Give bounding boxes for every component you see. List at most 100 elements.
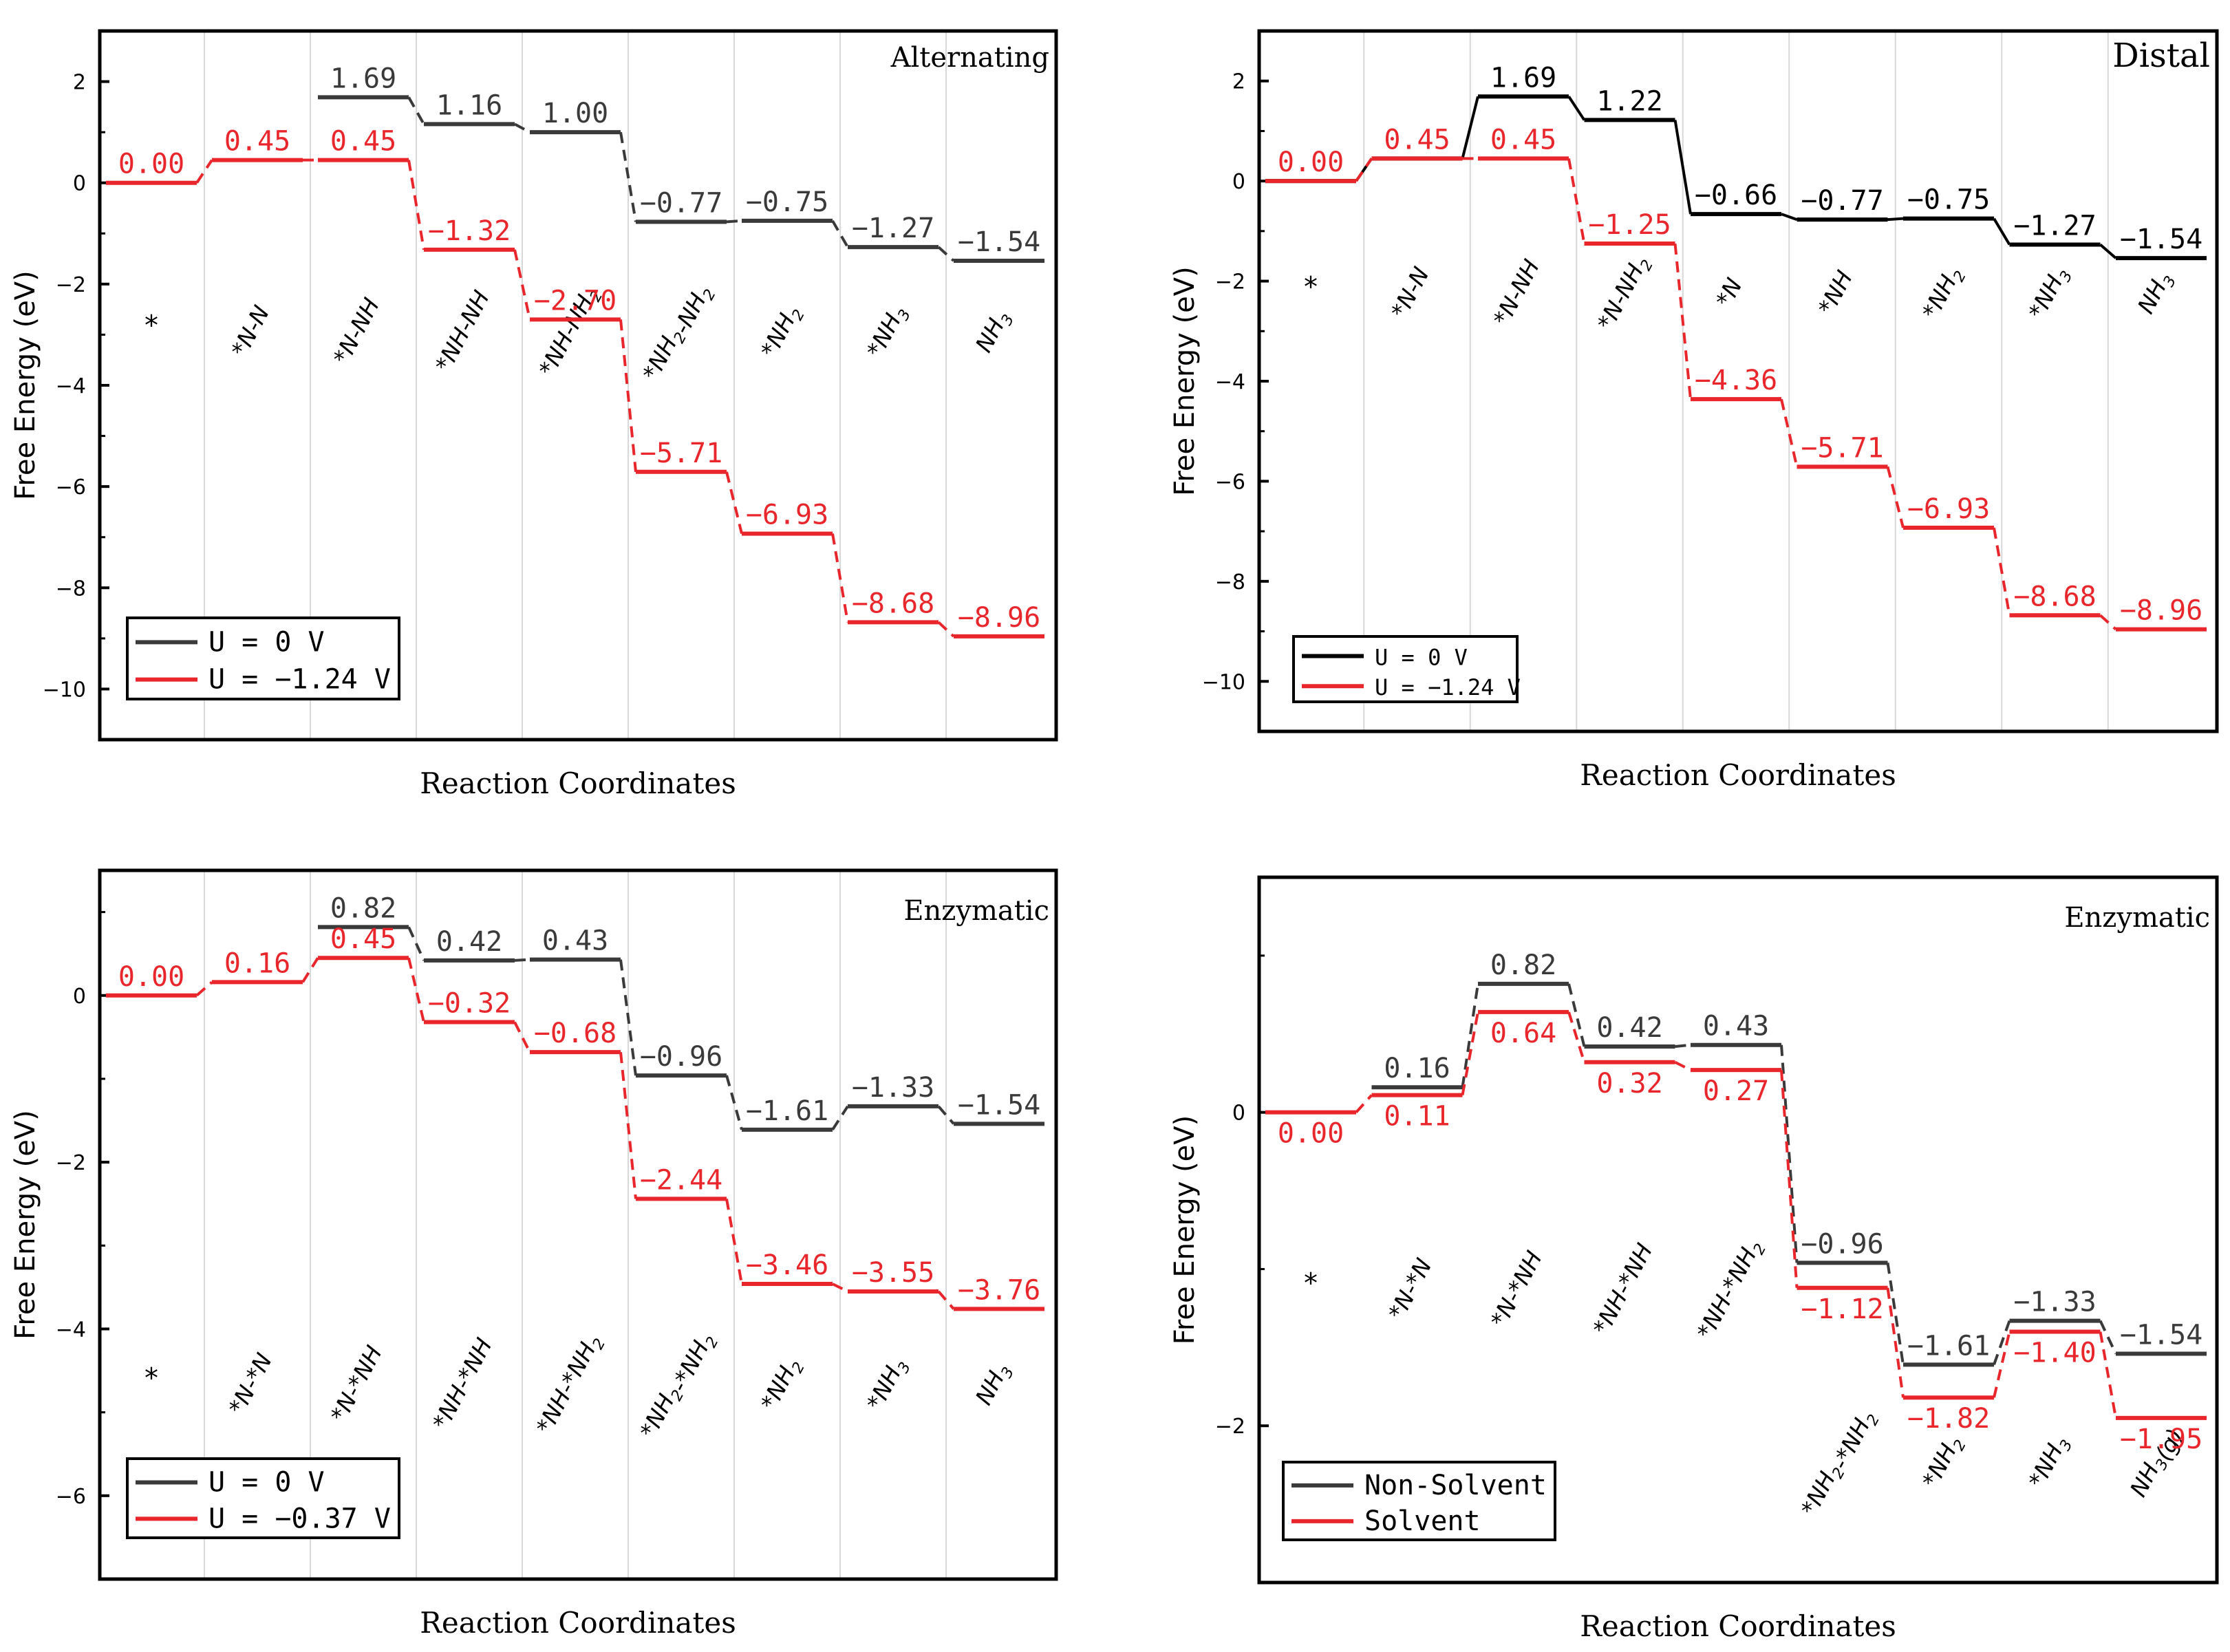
value-label: −0.66 [1695,180,1777,211]
panel-title: Enzymatic [2064,902,2210,934]
series-connector [1675,1043,1691,1048]
series-connector [1886,466,1905,528]
series-connector [1780,398,1799,467]
category-label-: * [1304,1268,1318,1300]
series-connector [1673,243,1692,400]
series-connector [2099,1331,2117,1419]
category-label-n-nh: *N-*NH [325,1341,387,1426]
category-label-nh-nh2: *NH-*NH2 [1692,1234,1770,1345]
x-axis-title: Reaction Coordinates [1580,758,1896,792]
series-connector [2099,243,2117,259]
series-connector [407,957,425,1023]
value-label: −5.71 [1801,432,1883,464]
y-tick-label: 2 [73,71,86,95]
value-label: 1.00 [542,98,608,129]
series-connector [725,471,743,535]
value-label: 0.00 [1278,147,1344,178]
series-connector [514,958,530,962]
series-connector [937,621,955,638]
series-connector [937,1105,955,1125]
series-connector [1886,1287,1905,1398]
category-label-n-nh: *N-NH [1488,255,1545,330]
category-label-: * [144,1362,158,1394]
series-connector [1567,1011,1586,1063]
value-label: −6.93 [1907,493,1990,525]
series-connector [195,159,213,184]
series-connector [513,1021,531,1053]
legend-label: U = −0.37 V [208,1503,391,1534]
series-connector [2099,614,2117,631]
category-label-n-n: *N-*N [223,1349,277,1419]
legend-box [126,616,400,700]
series-connector [407,96,425,125]
category-label-n: *N [1711,274,1748,312]
series-connector [1780,1044,1799,1263]
series-connector [1993,527,2011,616]
value-label: −0.77 [1801,185,1883,217]
y-tick-label: −2 [1215,270,1245,294]
value-label: −8.68 [2013,581,2096,612]
y-axis-title: Free Energy (eV) [1169,266,1201,496]
value-label: −0.96 [640,1041,722,1073]
distal-panel: 2 0 −2 −4 −6 −8 −10 Reaction Coordinates Free En… [1169,29,2219,792]
y-tick-label: −4 [56,374,86,398]
series-connector [1355,1094,1373,1114]
category-label-n-nh: *N-NH [328,294,385,369]
category-label-nh: *NH [1813,266,1858,319]
category-label-nh-nh2: *NH-*NH2 [531,1329,610,1440]
value-label: −4.36 [1695,365,1777,396]
series-connector [1461,1011,1479,1095]
enzymatic-solvent-panel: 0 −2 Reaction Coordinates Free Energy (eV) E… [1169,875,2219,1643]
category-label-nh2: *NH2 [755,1353,808,1416]
category-label-nh3: NH3 [2132,267,2180,320]
value-label: −1.32 [428,215,511,247]
series-connector [1567,96,1586,121]
x-axis-title: Reaction Coordinates [420,1606,736,1640]
series-connector [725,1075,743,1130]
value-label: 0.11 [1384,1101,1450,1133]
series-connector [619,1051,637,1199]
alternating-panel: 2 0 −2 −4 −6 −8 −10 Reaction Coordinates Free En… [10,29,1058,800]
y-tick-label: −2 [56,273,86,297]
category-label-nh2-nh2: *NH2-*NH2 [1796,1403,1884,1525]
category-label-nh2: *NH2 [755,301,808,364]
value-label: −1.61 [1907,1330,1990,1362]
category-label-nh2-nh2: *NH2-NH2 [637,277,720,389]
value-label: −1.54 [2120,1319,2202,1351]
y-tick-label: −8 [56,577,86,601]
category-label-n-n: *N-N [226,301,275,361]
series-connector [1567,983,1586,1047]
category-label-nh3: *NH3 [2023,1430,2076,1494]
series-connector [831,1105,849,1130]
value-label: −1.54 [958,226,1040,258]
y-axis-title: Free Energy (eV) [10,1110,41,1340]
category-label-n-n: *N-*N [1383,1254,1437,1324]
category-label-nh3: *NH3 [861,301,914,364]
legend-box [1292,635,1519,703]
y-tick-label: −6 [1215,470,1245,494]
value-label: 0.45 [330,126,396,158]
legend-label: Non-Solvent [1364,1470,1547,1501]
series-connector [407,926,425,961]
series-connector [726,219,742,224]
category-label-nh3: *NH3 [861,1353,914,1416]
legend-label: Solvent [1364,1505,1481,1537]
series-connector [725,1199,743,1285]
category-label-: * [144,310,158,341]
series-connector [1674,1060,1691,1071]
category-label-nh2-nh2: *NH2-*NH2 [634,1325,722,1447]
series-connector [407,160,425,250]
legend-label: U = 0 V [208,1467,325,1499]
value-label: −1.54 [958,1089,1040,1121]
series-connector [2099,1320,2117,1355]
category-label-nh3: NH3 [970,305,1018,358]
x-axis-title: Reaction Coordinates [420,766,736,800]
value-label: −1.40 [2013,1338,2096,1369]
y-tick-label: −6 [56,1485,86,1509]
series-connector [301,957,319,983]
legend-label: U = 0 V [1375,645,1468,671]
legend-label: U = −1.24 V [1375,674,1521,700]
value-label: −8.96 [2120,595,2202,627]
y-tick-label: −6 [56,475,86,500]
